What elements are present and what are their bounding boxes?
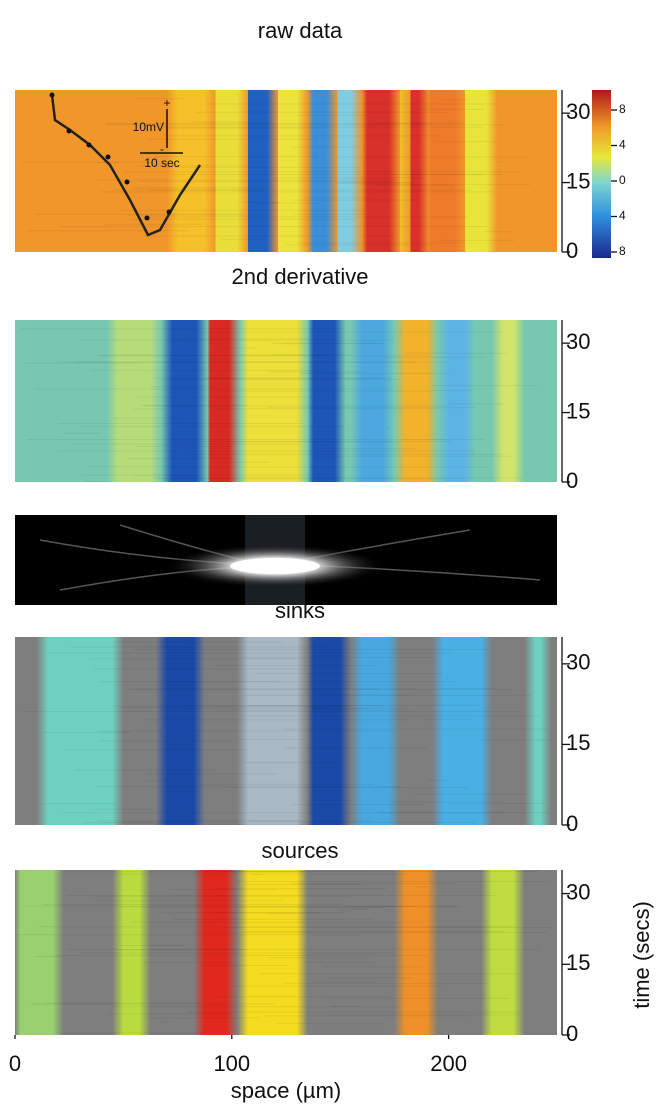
colorbar-label: 0 <box>619 173 626 187</box>
inset-y-scale: 10mV <box>133 120 164 134</box>
y-tick-label: 0 <box>566 238 578 263</box>
panel-title: raw data <box>258 18 343 43</box>
heatmap <box>15 870 557 1035</box>
x-tick-label: 100 <box>213 1051 250 1076</box>
y-tick-label: 15 <box>566 730 590 755</box>
y-tick-label: 30 <box>566 650 590 675</box>
y-tick-label: 15 <box>566 168 590 193</box>
y-tick-label: 30 <box>566 329 590 354</box>
y-tick-label: 0 <box>566 468 578 493</box>
panel-title: sinks <box>275 598 325 623</box>
panel-title: sources <box>261 838 338 863</box>
colorbar-label: 8 <box>619 102 626 116</box>
y-tick-label: 30 <box>566 99 590 124</box>
x-tick-label: 200 <box>430 1051 467 1076</box>
colorbar-label: 8 <box>619 244 626 258</box>
y-tick-label: 0 <box>566 811 578 836</box>
x-tick-label: 0 <box>9 1051 21 1076</box>
figure: raw data 0 15 30 8 4 0 4 8 2nd derivative 0 15 30 sin… <box>0 0 660 1115</box>
inset-plus: + <box>163 96 170 110</box>
y-tick-label: 15 <box>566 950 590 975</box>
inset-minus: - <box>160 142 164 156</box>
x-axis-label: space (µm) <box>231 1078 341 1103</box>
y-tick-label: 15 <box>566 398 590 423</box>
inset-x-scale: 10 sec <box>144 156 179 170</box>
y-tick-label: 0 <box>566 1021 578 1046</box>
fluorescence-image <box>15 515 557 605</box>
panel-title: 2nd derivative <box>232 264 369 289</box>
colorbar <box>592 90 611 258</box>
colorbar-label: 4 <box>619 209 626 223</box>
heatmap <box>15 90 557 252</box>
heatmap <box>15 320 557 482</box>
colorbar-label: 4 <box>619 138 626 152</box>
y-tick-label: 30 <box>566 879 590 904</box>
y-axis-label: time (secs) <box>629 901 654 1009</box>
